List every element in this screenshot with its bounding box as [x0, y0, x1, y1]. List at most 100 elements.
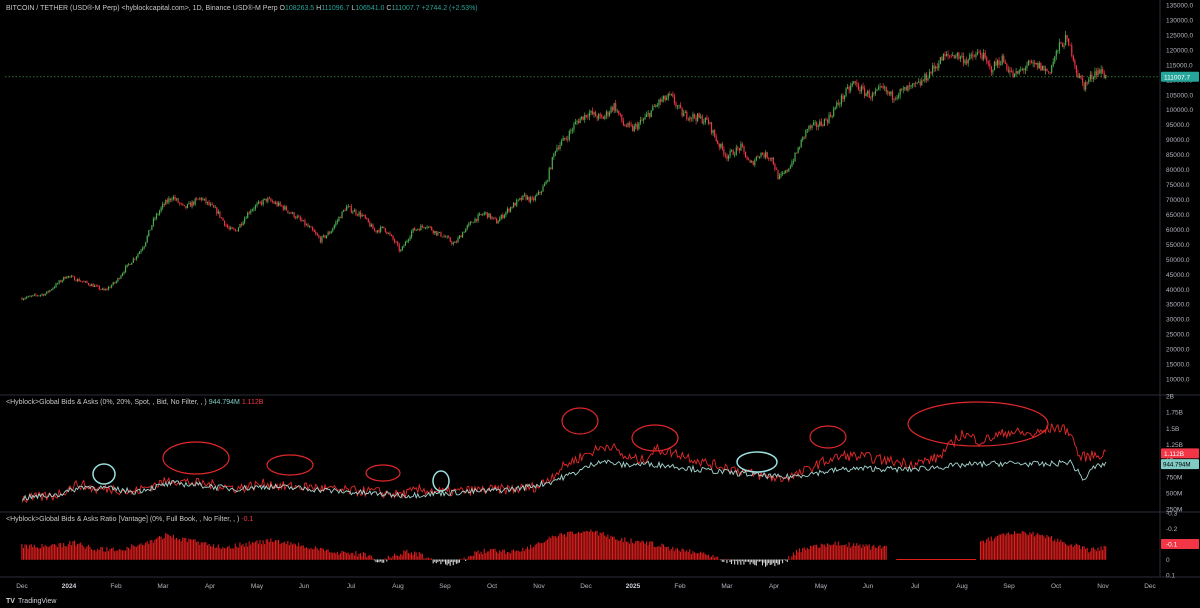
candle[interactable] — [227, 225, 229, 228]
candle[interactable] — [342, 210, 345, 212]
candle[interactable] — [744, 151, 747, 158]
candle[interactable] — [107, 287, 110, 290]
candle[interactable] — [302, 220, 304, 222]
candle[interactable] — [26, 297, 28, 299]
candle[interactable] — [1102, 69, 1104, 73]
ratio-bar[interactable] — [610, 535, 612, 560]
candle[interactable] — [706, 117, 708, 120]
ratio-bar[interactable] — [143, 545, 145, 560]
candle[interactable] — [364, 215, 366, 219]
candle[interactable] — [44, 293, 46, 296]
candle[interactable] — [1012, 71, 1014, 78]
ratio-bar[interactable] — [36, 547, 38, 560]
candle[interactable] — [124, 266, 127, 272]
ratio-bar[interactable] — [60, 543, 62, 560]
ratio-bar[interactable] — [1049, 537, 1051, 560]
ratio-bar[interactable] — [282, 542, 284, 560]
candle[interactable] — [206, 201, 209, 203]
candle[interactable] — [33, 294, 35, 296]
ratio-bar[interactable] — [97, 548, 99, 560]
ratio-bar[interactable] — [704, 553, 706, 560]
candle[interactable] — [959, 56, 962, 59]
ratio-bar[interactable] — [234, 543, 236, 560]
candle[interactable] — [216, 207, 218, 214]
candle[interactable] — [220, 217, 223, 219]
ratio-bar[interactable] — [670, 548, 672, 560]
ratio-bar[interactable] — [724, 558, 726, 560]
candle[interactable] — [424, 227, 427, 229]
ratio-bar[interactable] — [499, 550, 501, 560]
ratio-bar[interactable] — [885, 545, 887, 560]
ratio-bar[interactable] — [27, 548, 29, 560]
candle[interactable] — [840, 95, 842, 104]
ratio-bar[interactable] — [604, 535, 606, 560]
ratio-bar[interactable] — [449, 559, 451, 566]
ratio-bar[interactable] — [806, 547, 808, 560]
candle[interactable] — [970, 54, 972, 56]
candle[interactable] — [602, 117, 604, 119]
ratio-bar[interactable] — [755, 559, 757, 566]
ratio-bar[interactable] — [509, 553, 512, 560]
ratio-bar[interactable] — [455, 559, 457, 564]
candle[interactable] — [778, 175, 781, 180]
ratio-bar[interactable] — [1027, 535, 1029, 560]
candle[interactable] — [559, 144, 561, 149]
candle[interactable] — [100, 289, 102, 290]
ratio-bar[interactable] — [505, 553, 507, 560]
ratio-bar[interactable] — [870, 549, 872, 560]
candle[interactable] — [542, 186, 544, 192]
ratio-bar[interactable] — [601, 533, 603, 560]
candle[interactable] — [47, 291, 49, 293]
candle[interactable] — [795, 152, 798, 154]
ratio-bar[interactable] — [75, 545, 77, 560]
candle[interactable] — [933, 65, 935, 69]
candle[interactable] — [1063, 45, 1065, 47]
candle[interactable] — [1006, 63, 1008, 70]
candle[interactable] — [437, 232, 439, 235]
candle[interactable] — [1023, 69, 1025, 71]
candle[interactable] — [296, 216, 298, 219]
ratio-bar[interactable] — [731, 559, 733, 565]
ratio-bar[interactable] — [304, 547, 306, 560]
ratio-bar[interactable] — [338, 554, 340, 560]
candle[interactable] — [890, 91, 892, 95]
ratio-bar[interactable] — [222, 546, 224, 560]
ratio-bar[interactable] — [568, 531, 570, 560]
candle[interactable] — [73, 276, 76, 281]
candle[interactable] — [898, 95, 900, 98]
ratio-bar[interactable] — [707, 554, 709, 560]
candle[interactable] — [259, 201, 261, 203]
ratio-bar[interactable] — [336, 551, 338, 560]
ratio-bar[interactable] — [528, 549, 530, 560]
candle[interactable] — [752, 161, 754, 165]
ratio-bar[interactable] — [398, 556, 400, 560]
ratio-bar[interactable] — [169, 535, 171, 560]
candle[interactable] — [432, 230, 434, 234]
candle[interactable] — [414, 228, 416, 231]
candle[interactable] — [106, 289, 108, 290]
candle[interactable] — [485, 212, 487, 214]
candle[interactable] — [670, 94, 672, 95]
ratio-bar[interactable] — [171, 537, 173, 560]
ratio-bar[interactable] — [415, 552, 417, 560]
candle[interactable] — [712, 130, 714, 133]
ratio-bar[interactable] — [545, 540, 547, 560]
ratio-bar[interactable] — [179, 539, 181, 560]
ratio-bar[interactable] — [364, 552, 366, 560]
ratio-bar[interactable] — [115, 550, 117, 560]
ratio-bar[interactable] — [279, 543, 281, 560]
candle[interactable] — [536, 194, 538, 197]
ratio-bar[interactable] — [440, 559, 442, 565]
ratio-bar[interactable] — [1001, 533, 1003, 560]
ratio-bar[interactable] — [400, 553, 402, 560]
ratio-bar[interactable] — [129, 549, 131, 560]
candle[interactable] — [743, 146, 745, 152]
ratio-bar[interactable] — [738, 559, 740, 562]
ratio-bar[interactable] — [1051, 536, 1053, 560]
ratio-bar[interactable] — [375, 559, 377, 563]
candle[interactable] — [128, 264, 130, 265]
ratio-bar[interactable] — [216, 547, 218, 560]
ratio-bar[interactable] — [87, 544, 89, 560]
ratio-bar[interactable] — [162, 539, 164, 560]
candle[interactable] — [109, 287, 111, 288]
